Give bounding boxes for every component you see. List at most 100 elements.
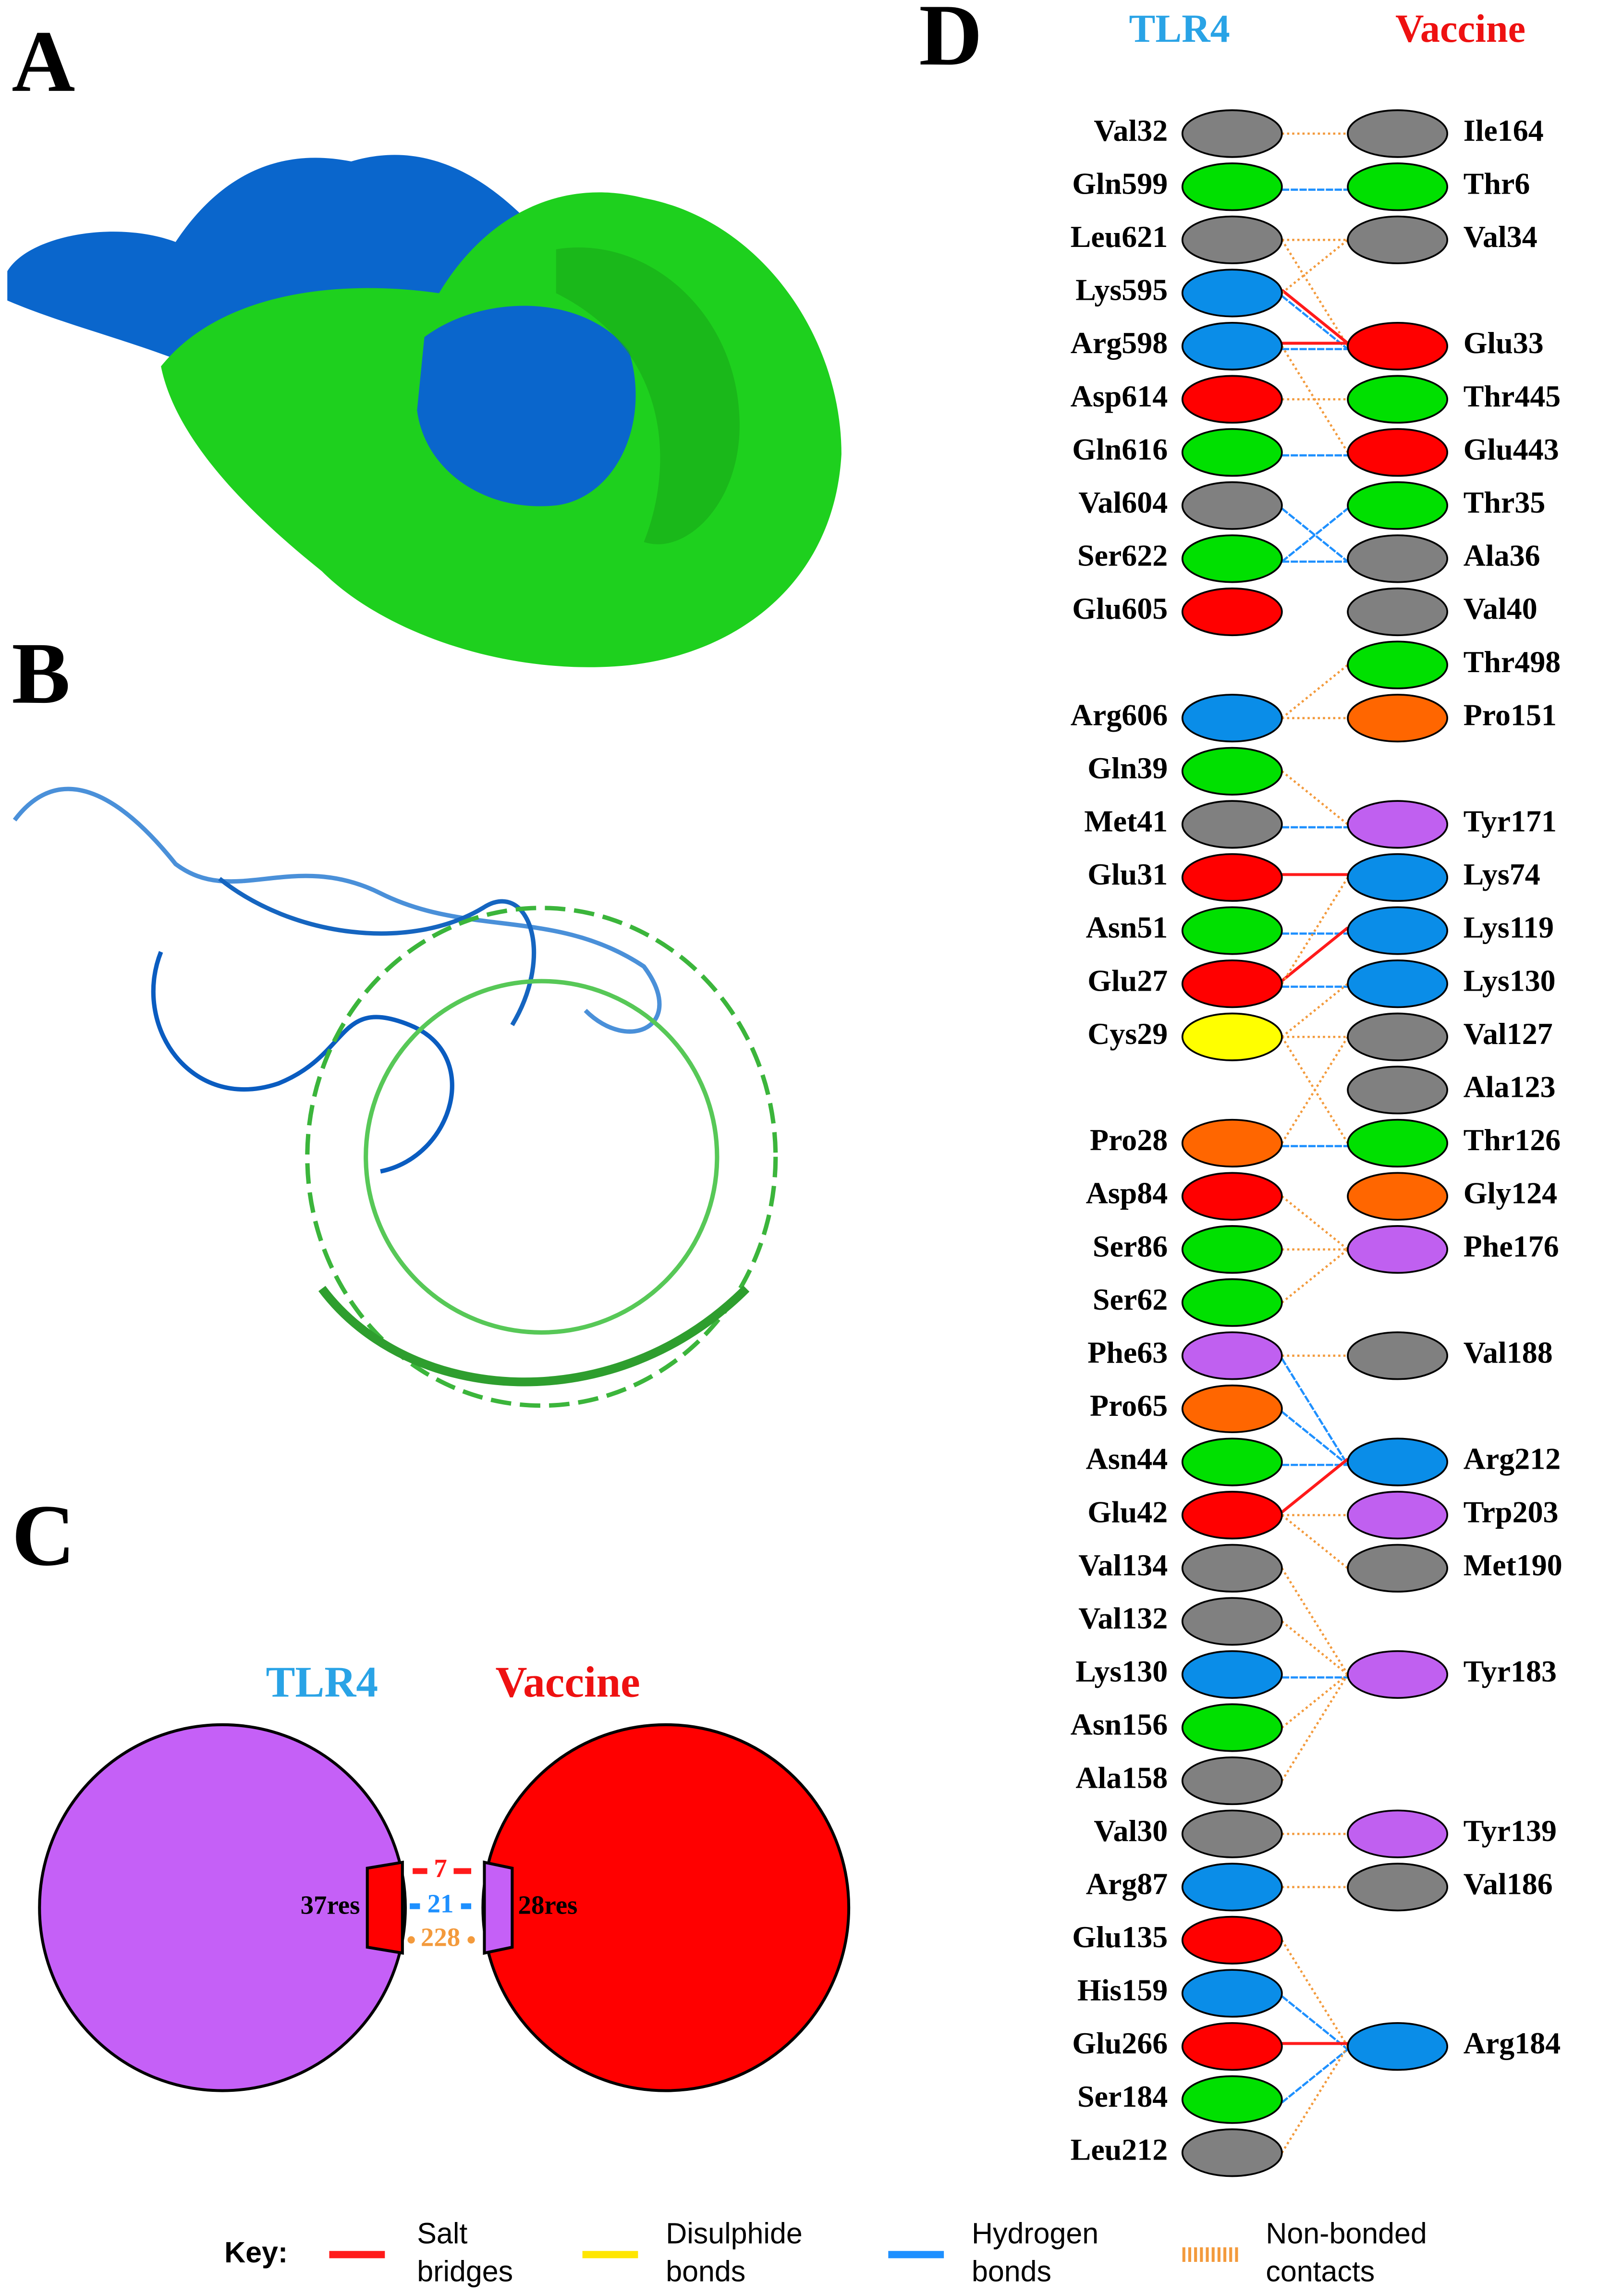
- title: TLR4: [266, 1658, 378, 1707]
- residue-label: Val134: [1078, 1548, 1168, 1582]
- interface-patch: [366, 1860, 404, 1955]
- residue-label: Asp614: [1071, 379, 1168, 413]
- residue-node: [1347, 215, 1449, 264]
- residue-node: [1347, 1437, 1449, 1486]
- residue-label: Ser86: [1093, 1229, 1168, 1263]
- surface-model: [7, 155, 842, 667]
- residue-label: Ile164: [1464, 113, 1544, 147]
- residue-node: [1181, 747, 1283, 796]
- residue-label: Asn156: [1071, 1707, 1168, 1742]
- contact-line: [1281, 1995, 1349, 2050]
- residue-node: [1181, 109, 1283, 158]
- contact-line: [1281, 1674, 1349, 1781]
- contact-line: [1281, 289, 1349, 344]
- residue-node: [1347, 1809, 1449, 1858]
- panel-label: B: [12, 625, 70, 722]
- residue-label: Pro151: [1464, 698, 1557, 732]
- contact-line: [1281, 1411, 1349, 1466]
- residue-label: Tyr139: [1464, 1814, 1557, 1848]
- contact-line: [1281, 1248, 1349, 1304]
- residue-label: Phe63: [1087, 1336, 1168, 1370]
- residue-label: Lys130: [1075, 1654, 1168, 1688]
- residue-node: [1181, 269, 1283, 318]
- residue-node: [1181, 2075, 1283, 2124]
- panel-label: C: [12, 1486, 75, 1584]
- contact-line: [1281, 295, 1349, 350]
- residue-label: Arg87: [1086, 1866, 1168, 1901]
- contact-line: [1281, 877, 1349, 984]
- residue-label: Thr6: [1464, 166, 1530, 200]
- residue-label: Arg598: [1071, 326, 1168, 360]
- interface-patch: [483, 1860, 514, 1955]
- residue-label: Gln616: [1072, 432, 1168, 466]
- residue-label: Val132: [1078, 1601, 1168, 1635]
- residue-node: [1347, 587, 1449, 637]
- residue-label: Leu212: [1071, 2132, 1168, 2166]
- residue-node: [1347, 428, 1449, 477]
- residue-label: Tyr183: [1464, 1654, 1557, 1688]
- residue-label: Val40: [1464, 591, 1537, 626]
- residue-node: [1181, 1915, 1283, 1964]
- residue-label: Val604: [1078, 485, 1168, 519]
- residue-node: [1347, 1012, 1449, 1061]
- residue-node: [1347, 534, 1449, 583]
- residue-node: [1181, 1384, 1283, 1433]
- residue-node: [1181, 587, 1283, 637]
- residue-node: [1347, 853, 1449, 902]
- residue-label: Met41: [1084, 804, 1168, 838]
- residue-node: [1181, 906, 1283, 955]
- residue-node: [1181, 1225, 1283, 1274]
- contact-line: [1281, 1514, 1349, 1569]
- residue-node: [1347, 1863, 1449, 1912]
- residue-label: Lys595: [1075, 273, 1168, 307]
- residue-label: Asn44: [1086, 1442, 1168, 1476]
- contact-line: [1281, 1940, 1349, 2047]
- residue-label: Pro65: [1090, 1388, 1168, 1423]
- contact-line: [1281, 239, 1349, 347]
- residue-label: Ser62: [1093, 1282, 1168, 1316]
- edges: [1281, 132, 1349, 2153]
- residue-node: [1181, 1969, 1283, 2018]
- residue-label: Met190: [1464, 1548, 1562, 1582]
- residue-node: [1181, 853, 1283, 902]
- bond-count: 21: [427, 1889, 454, 1918]
- residue-node: [1347, 694, 1449, 743]
- residue-node: [1181, 1650, 1283, 1699]
- residue-label: Thr498: [1464, 645, 1561, 679]
- residue-label: Thr35: [1464, 485, 1546, 519]
- residue-node: [1347, 1118, 1449, 1168]
- residue-node: [1181, 800, 1283, 849]
- residue-label: Val186: [1464, 1866, 1553, 1901]
- residue-node: [1347, 321, 1449, 371]
- residue-label: Val32: [1094, 113, 1168, 147]
- contact-line: [1281, 926, 1349, 982]
- contact-line: [1281, 239, 1349, 294]
- residue-label: Val127: [1464, 1017, 1553, 1051]
- residue-label: Glu605: [1072, 591, 1168, 626]
- contact-line: [1281, 1673, 1349, 1729]
- nodes: Val32 Ile164 Gln599 Thr6 Leu621 Val34 Lys595 Ar…: [1071, 109, 1562, 2177]
- residue-node: [1181, 1012, 1283, 1061]
- residue-node: [1181, 1437, 1283, 1486]
- residue-node: [1181, 1597, 1283, 1646]
- residue-label: Asn51: [1086, 910, 1168, 945]
- residue-node: [1181, 321, 1283, 371]
- residue-node: [1347, 1491, 1449, 1540]
- residue-node: [1347, 1544, 1449, 1593]
- residue-label: Glu266: [1072, 2026, 1168, 2060]
- residue-label: Ser184: [1077, 2079, 1168, 2113]
- residue-label: Ala123: [1464, 1070, 1556, 1104]
- residue-count: 37res: [301, 1890, 360, 1919]
- residue-node: [1347, 640, 1449, 689]
- residue-label: His159: [1077, 1973, 1168, 2007]
- residue-node: [1181, 1703, 1283, 1752]
- contact-line: [1281, 1621, 1349, 1676]
- residue-node: [1347, 959, 1449, 1008]
- residue-node: [1181, 375, 1283, 424]
- residue-label: Gln599: [1072, 166, 1168, 200]
- residue-node: [1347, 109, 1449, 158]
- key-label: Salt: [417, 2217, 467, 2249]
- circle: [38, 1723, 407, 2092]
- residue-label: Pro28: [1090, 1123, 1168, 1157]
- venn: TLR4 Vaccine 37res 28res 7 21 228: [38, 1658, 851, 2092]
